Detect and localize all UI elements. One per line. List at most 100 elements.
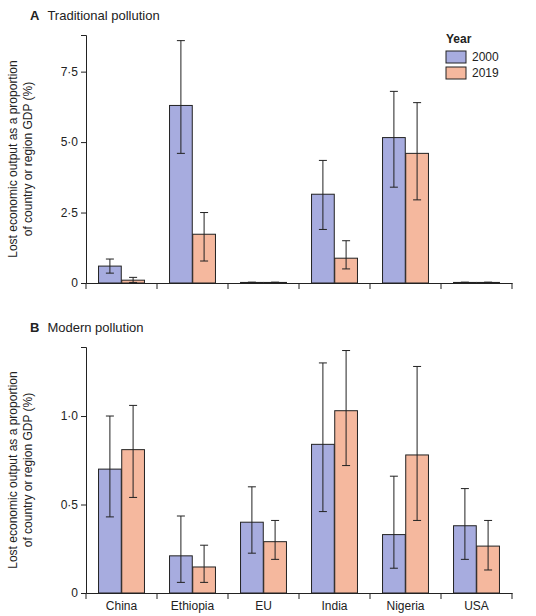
y-tick-label: 0·5	[61, 498, 79, 512]
error-bar	[461, 489, 469, 560]
legend: Year20002019	[446, 32, 499, 80]
y-axis-label: of country or region GDP (%)	[21, 393, 35, 548]
error-bar-stem	[393, 91, 394, 187]
y-tick: 0	[71, 276, 86, 290]
legend-swatch	[446, 51, 466, 63]
x-group-separator	[441, 283, 442, 289]
error-bar-cap	[484, 520, 492, 521]
error-bar-stem	[109, 259, 110, 273]
error-bar	[177, 516, 185, 582]
error-bar	[342, 351, 350, 466]
y-axis-label: of country or region GDP (%)	[21, 82, 35, 237]
x-group-separator	[299, 593, 300, 599]
y-axis-label: Lost economic output as a proportion	[6, 371, 20, 568]
error-bar	[129, 277, 137, 282]
error-bar-cap	[461, 488, 469, 489]
error-bar-cap	[484, 282, 492, 283]
error-bar-cap	[390, 187, 398, 188]
x-group-separator	[157, 283, 158, 289]
error-bar	[390, 91, 398, 187]
error-bar-cap	[390, 568, 398, 569]
legend-label: 2000	[472, 50, 499, 64]
error-bar-stem	[346, 351, 347, 466]
panel-title: B Modern pollution	[30, 320, 144, 335]
error-bar	[413, 366, 421, 520]
error-bar-cap	[319, 160, 327, 161]
error-bar-cap	[271, 559, 279, 560]
error-bar-stem	[180, 516, 181, 582]
legend-swatch	[446, 67, 466, 79]
error-bar-cap	[413, 102, 421, 103]
error-bar-cap	[484, 282, 492, 283]
error-bar	[248, 487, 256, 553]
error-bar-cap	[129, 282, 137, 283]
error-bar-cap	[248, 486, 256, 487]
error-bar-cap	[319, 511, 327, 512]
error-bar-cap	[129, 405, 137, 406]
error-bar	[390, 476, 398, 568]
x-group-separator	[228, 283, 229, 289]
x-tick: USA	[464, 599, 489, 613]
error-bar-cap	[390, 91, 398, 92]
y-tick-mark	[81, 416, 86, 417]
y-axis-label: Lost economic output as a proportion	[6, 60, 20, 257]
panel: ATraditional pollution Lost economic outp…	[6, 8, 513, 290]
error-bar-stem	[133, 277, 134, 282]
panel-title: ATraditional pollution	[30, 8, 160, 23]
y-axis-line	[81, 348, 87, 594]
error-bar-cap	[106, 259, 114, 260]
x-tick-label: EU	[255, 599, 272, 613]
y-tick-mark	[81, 593, 86, 594]
x-tick-label: India	[321, 599, 347, 613]
title-text: Modern pollution	[47, 320, 143, 335]
error-bar-cap	[461, 559, 469, 560]
bar	[477, 282, 500, 283]
error-bar	[106, 259, 114, 273]
error-bar-stem	[417, 366, 418, 520]
y-tick-label: 5·0	[61, 135, 79, 149]
error-bar-cap	[342, 465, 350, 466]
error-bar-cap	[248, 282, 256, 283]
error-bar	[248, 282, 256, 283]
y-tick-mark	[81, 142, 86, 143]
x-tick-label: Nigeria	[386, 599, 424, 613]
y-tick-label: 1·0	[61, 409, 79, 423]
error-bar-cap	[461, 282, 469, 283]
y-tick: 1·0	[61, 409, 86, 423]
bar	[454, 282, 477, 283]
panel-label: B	[30, 320, 39, 335]
error-bar-cap	[319, 229, 327, 230]
error-bar	[177, 41, 185, 154]
error-bar-cap	[413, 366, 421, 367]
y-axis: 00·51·0	[61, 348, 87, 601]
error-bar	[200, 213, 208, 261]
chart-root: ATraditional pollution Lost economic outp…	[0, 0, 536, 616]
error-bar	[271, 282, 279, 283]
error-bar	[200, 545, 208, 582]
error-bar-cap	[484, 569, 492, 570]
x-group-separator	[370, 593, 371, 599]
bar	[241, 282, 264, 283]
error-bar	[129, 405, 137, 497]
x-tick: India	[321, 599, 347, 613]
error-bar-stem	[464, 489, 465, 560]
x-group-separator	[157, 593, 158, 599]
x-tick: Nigeria	[386, 599, 424, 613]
error-bar-cap	[271, 282, 279, 283]
error-bar-cap	[413, 520, 421, 521]
y-tick-mark	[81, 213, 86, 214]
error-bar-cap	[106, 516, 114, 517]
error-bar	[342, 241, 350, 269]
x-group-separator	[512, 593, 513, 599]
y-tick-mark	[81, 72, 86, 73]
y-tick-label: 7·5	[61, 65, 79, 79]
x-tick: Ethiopia	[171, 599, 215, 613]
error-bar-stem	[251, 487, 252, 553]
error-bar-cap	[177, 153, 185, 154]
error-bar-cap	[129, 277, 137, 278]
error-bar-stem	[180, 41, 181, 154]
error-bar	[106, 416, 114, 517]
error-bar-stem	[488, 520, 489, 570]
plot-marks	[99, 351, 500, 593]
error-bar-stem	[109, 416, 110, 517]
